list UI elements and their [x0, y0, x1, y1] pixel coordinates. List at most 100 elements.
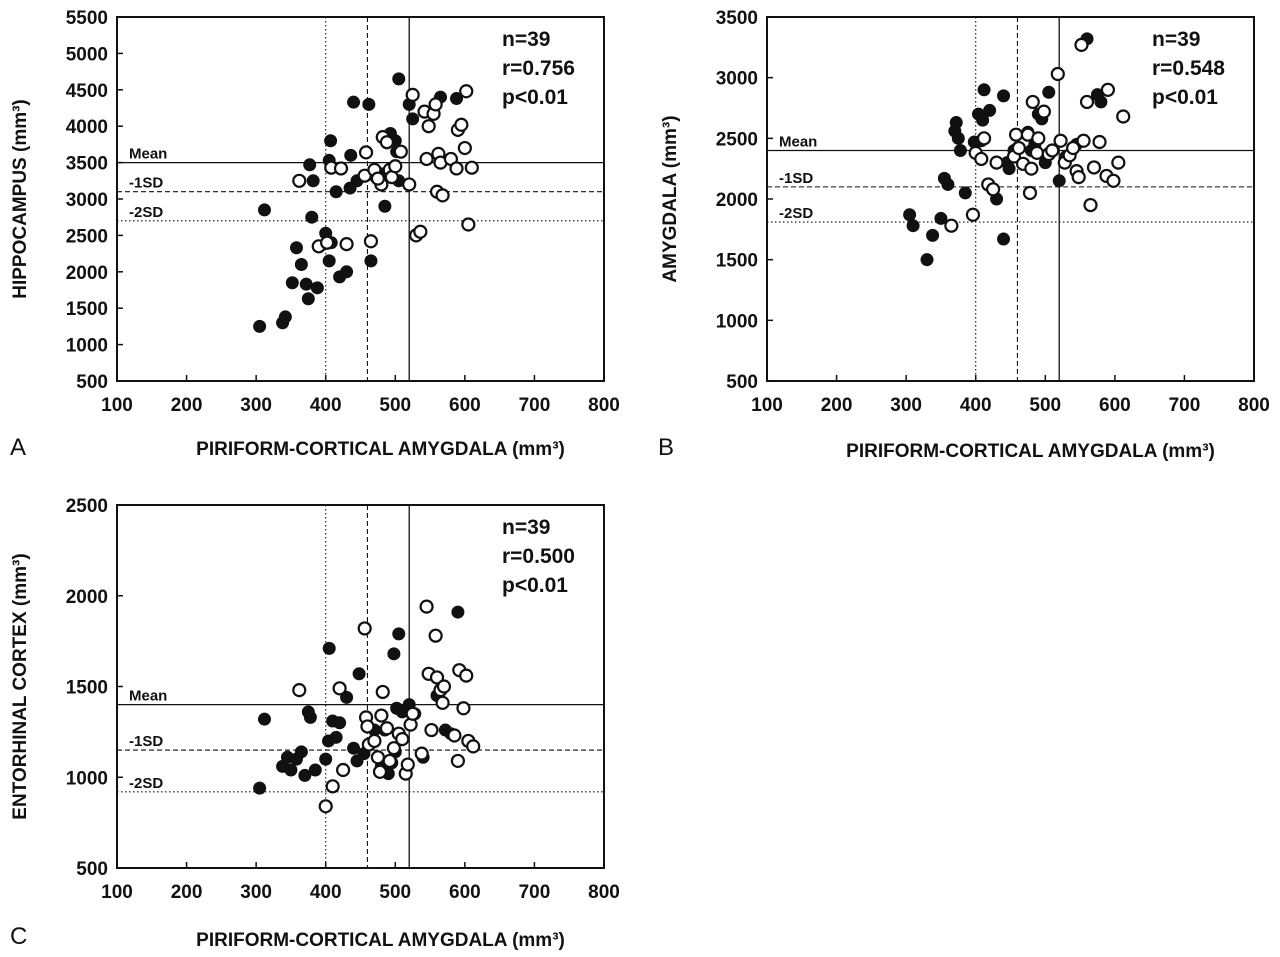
panel-b-point-open — [1045, 143, 1060, 158]
panel-c-y-tick-label: 500 — [76, 859, 108, 880]
panel-b-point-filled — [1042, 85, 1056, 99]
panel-b-stat-text: n=39 — [1152, 28, 1200, 51]
panel-a: Mean -1SD -2SD 100 200 300 400 500 600 700 800 500 1… — [10, 8, 620, 461]
panel-c-point-open — [428, 628, 443, 643]
panel-c-point-open — [382, 753, 397, 769]
panel-b-point-open — [1066, 140, 1081, 156]
panel-b-point-open — [1076, 133, 1091, 148]
panel-b-y-tick-label: 1500 — [716, 251, 758, 272]
panel-a-point-filled — [392, 72, 406, 86]
panel-a-x-tick-label: 800 — [588, 395, 620, 416]
panel-c-point-open — [424, 722, 439, 738]
panel-a-panel-label: A — [10, 434, 26, 461]
panel-a-point-open — [461, 217, 476, 232]
panel-c-point-open — [318, 799, 333, 814]
panel-b-refline-label: -2SD — [779, 205, 813, 222]
panel-a-point-filled — [364, 254, 378, 268]
panel-c-point-open — [357, 621, 372, 636]
panel-c-stat-text: n=39 — [502, 516, 550, 539]
panel-b-x-tick-label: 500 — [1029, 395, 1061, 416]
panel-c-point-filled — [333, 716, 347, 730]
panel-a-stat-text: r=0.756 — [502, 57, 575, 80]
panel-c-point-open — [414, 746, 429, 761]
panel-a-refline-label: Mean — [129, 146, 167, 163]
panel-a-point-filled — [324, 134, 338, 148]
panel-a-y-tick-label: 1000 — [66, 336, 108, 357]
panel-c-point-filled — [303, 710, 317, 724]
panel-a-point-filled — [253, 319, 267, 333]
panel-c-x-tick-label: 500 — [379, 882, 411, 903]
panel-a-point-filled — [289, 241, 303, 255]
panel-c-x-tick-label: 700 — [519, 882, 551, 903]
panel-b-point-open — [1031, 131, 1046, 146]
panel-c-point-filled — [294, 745, 308, 759]
panel-a-y-tick-label: 3000 — [66, 190, 108, 211]
panel-b-point-open — [976, 131, 992, 146]
panel-a-point-filled — [310, 281, 324, 295]
panel-a-x-tick-label: 500 — [379, 395, 411, 416]
panel-b-y-tick-label: 2500 — [716, 129, 758, 150]
panel-b-point-open — [1100, 82, 1116, 97]
panel-c-point-open — [456, 701, 471, 716]
panel-a-point-filled — [306, 174, 320, 188]
panel-b-point-open — [1083, 197, 1098, 213]
panel-a-point-filled — [340, 265, 354, 279]
panel-b-point-open — [1022, 185, 1038, 201]
panel-c-x-tick-label: 800 — [588, 882, 620, 903]
panel-c-x-tick-label: 100 — [101, 882, 133, 903]
panel-a-x-tick-label: 600 — [449, 395, 481, 416]
panel-a-point-open — [435, 188, 450, 203]
panel-a-x-tick-label: 700 — [519, 395, 551, 416]
panel-b-point-open — [1050, 66, 1065, 82]
panel-a-y-tick-label: 5000 — [66, 44, 108, 65]
panel-c-point-open — [325, 779, 340, 794]
panel-b-refline-label: Mean — [779, 133, 817, 150]
panel-c-point-filled — [308, 763, 322, 777]
panel-a-stat-text: n=39 — [502, 28, 550, 51]
panel-c-y-tick-label: 1000 — [66, 768, 108, 789]
panel-a-point-open — [402, 177, 417, 192]
panel-a-point-filled — [329, 185, 343, 199]
panel-c-point-open — [374, 708, 389, 723]
panel-b-point-filled — [1002, 162, 1016, 176]
panel-a-point-filled — [406, 112, 420, 126]
panel-a-point-filled — [344, 148, 358, 162]
panel-c-point-filled — [387, 647, 401, 661]
panel-c-refline-label: Mean — [129, 688, 167, 705]
panel-c-point-filled — [340, 690, 354, 704]
panel-b-y-axis-label: AMYGDALA (mm³) — [660, 115, 681, 282]
panel-b-x-tick-label: 300 — [890, 395, 922, 416]
panel-b-point-open — [965, 207, 981, 222]
panel-c-point-open — [435, 695, 450, 710]
panel-c-point-open — [400, 757, 415, 772]
panel-b-point-open — [1106, 173, 1121, 188]
panel-a-point-filled — [294, 258, 308, 272]
panel-b-point-open — [989, 155, 1004, 170]
panel-b-point-open — [1008, 127, 1024, 142]
panel-c-point-open — [375, 684, 390, 700]
panel-b-x-tick-label: 200 — [821, 395, 853, 416]
panel-a-point-filled — [347, 95, 361, 109]
panel-a-point-filled — [285, 276, 299, 290]
panel-b-point-open — [1079, 94, 1095, 110]
panel-b-x-tick-label: 600 — [1099, 395, 1131, 416]
panel-b-point-open — [944, 218, 959, 233]
panel-a-point-open — [405, 87, 420, 102]
panel-c-point-filled — [253, 781, 267, 795]
panel-b-x-tick-label: 100 — [751, 395, 783, 416]
panel-b-point-open — [1074, 37, 1089, 53]
panel-b-point-filled — [997, 232, 1011, 246]
panel-a-x-tick-label: 100 — [101, 395, 133, 416]
panel-a-point-open — [393, 144, 408, 159]
panel-c-point-open — [386, 741, 401, 756]
panel-b-y-tick-label: 3500 — [716, 8, 758, 29]
panel-c-stat-text: r=0.500 — [502, 545, 575, 568]
panel-b-point-open — [1053, 133, 1068, 148]
panel-b-point-filled — [977, 83, 991, 97]
panel-c-point-filled — [298, 768, 312, 782]
panel-b-point-filled — [949, 116, 963, 130]
panel-a-y-tick-label: 4000 — [66, 117, 108, 138]
panel-a-point-open — [449, 161, 464, 176]
panel-c-point-open — [292, 683, 307, 698]
panel-a-refline-label: -1SD — [129, 175, 163, 192]
